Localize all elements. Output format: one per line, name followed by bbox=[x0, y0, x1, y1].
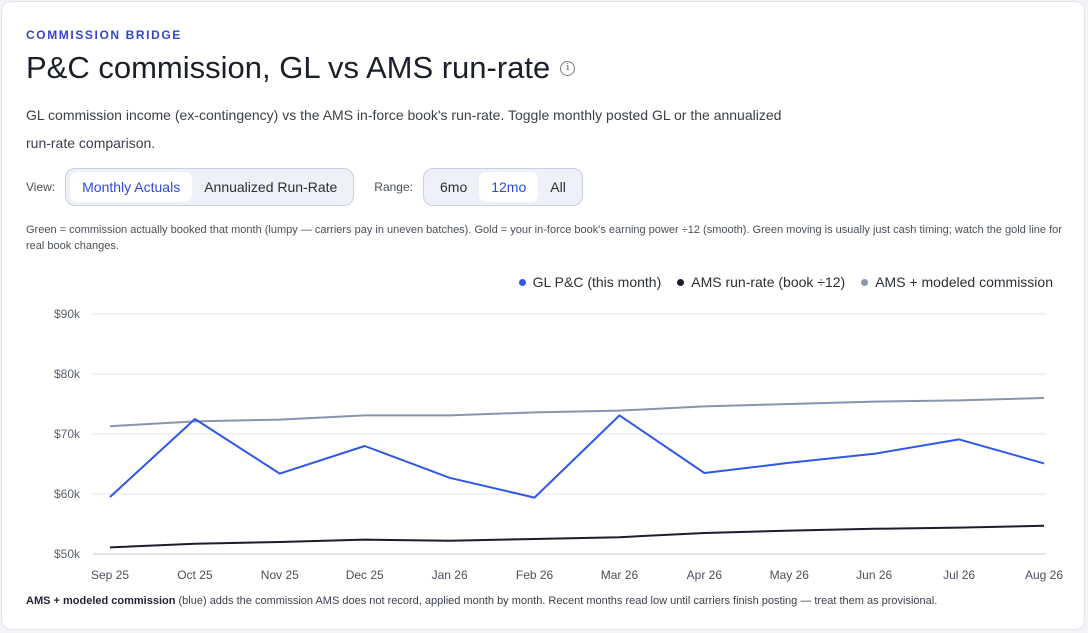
x-tick-label: Oct 25 bbox=[177, 568, 213, 582]
legend-swatch-ams bbox=[677, 278, 685, 286]
x-tick-label: Sep 25 bbox=[91, 568, 129, 582]
page-title: P&C commission, GL vs AMS run-rate bbox=[26, 50, 551, 85]
x-tick-label: Dec 25 bbox=[346, 568, 384, 582]
page-description: GL commission income (ex-contingency) vs… bbox=[26, 107, 782, 151]
series-line-gl bbox=[109, 414, 1045, 499]
range-label: Range: bbox=[374, 180, 413, 194]
x-tick-label: Feb 26 bbox=[516, 568, 554, 582]
x-tick-label: Nov 25 bbox=[261, 568, 299, 582]
view-toggle: Monthly Actuals Annualized Run-Rate bbox=[65, 168, 355, 206]
range-toggle: 6mo 12mo All bbox=[423, 168, 583, 206]
chart-legend: GL P&C (this month) AMS run-rate (book ÷… bbox=[503, 274, 1053, 290]
y-tick-label: $50k bbox=[54, 547, 81, 561]
chart-footnote: AMS + modeled commission (blue) adds the… bbox=[26, 595, 1066, 607]
line-chart: $50k $60k $70k $80k $90k Sep 25 Oct 25 Nov 25 De… bbox=[54, 307, 1063, 582]
view-option-annualized-run-rate[interactable]: Annualized Run-Rate bbox=[204, 179, 338, 195]
x-tick-label: Apr 26 bbox=[687, 568, 723, 582]
y-tick-label: $60k bbox=[54, 487, 81, 501]
legend-swatch-gl bbox=[518, 278, 526, 286]
legend-item-modeled[interactable]: AMS + modeled commission bbox=[861, 274, 1053, 290]
footnote-emphasis: AMS + modeled commission bbox=[26, 595, 176, 607]
view-label: View: bbox=[26, 180, 56, 194]
range-option-12mo[interactable]: 12mo bbox=[479, 172, 539, 202]
x-tick-label: Jun 26 bbox=[856, 568, 892, 582]
controls-bar: View: Monthly Actuals Annualized Run-Rat… bbox=[26, 168, 583, 206]
eyebrow-label: COMMISSION BRIDGE bbox=[26, 28, 182, 42]
legend-swatch-modeled bbox=[861, 278, 869, 286]
legend-item-ams[interactable]: AMS run-rate (book ÷12) bbox=[677, 274, 845, 290]
info-icon[interactable]: i bbox=[560, 60, 576, 76]
legend-item-gl[interactable]: GL P&C (this month) bbox=[518, 274, 662, 290]
range-option-6mo[interactable]: 6mo bbox=[440, 179, 468, 195]
series-line-modeled bbox=[109, 397, 1045, 428]
chart-explainer-note: Green = commission actually booked that … bbox=[26, 224, 1062, 252]
x-tick-label: Aug 26 bbox=[1025, 568, 1063, 582]
x-tick-label: Jan 26 bbox=[432, 568, 468, 582]
legend-label-gl: GL P&C (this month) bbox=[532, 274, 662, 290]
view-option-monthly-actuals[interactable]: Monthly Actuals bbox=[70, 172, 193, 202]
x-tick-label: May 26 bbox=[770, 568, 810, 582]
title-row: P&C commission, GL vs AMS run-rate i bbox=[26, 50, 576, 86]
range-option-all[interactable]: All bbox=[550, 179, 566, 195]
x-tick-label: Mar 26 bbox=[601, 568, 639, 582]
series-line-ams bbox=[109, 524, 1045, 549]
legend-label-modeled: AMS + modeled commission bbox=[875, 274, 1053, 290]
y-tick-label: $70k bbox=[54, 427, 81, 441]
y-tick-label: $80k bbox=[54, 367, 81, 381]
x-tick-label: Jul 26 bbox=[943, 568, 975, 582]
footnote-text: (blue) adds the commission AMS does not … bbox=[175, 595, 938, 607]
y-tick-label: $90k bbox=[54, 307, 81, 321]
legend-label-ams: AMS run-rate (book ÷12) bbox=[691, 274, 846, 290]
